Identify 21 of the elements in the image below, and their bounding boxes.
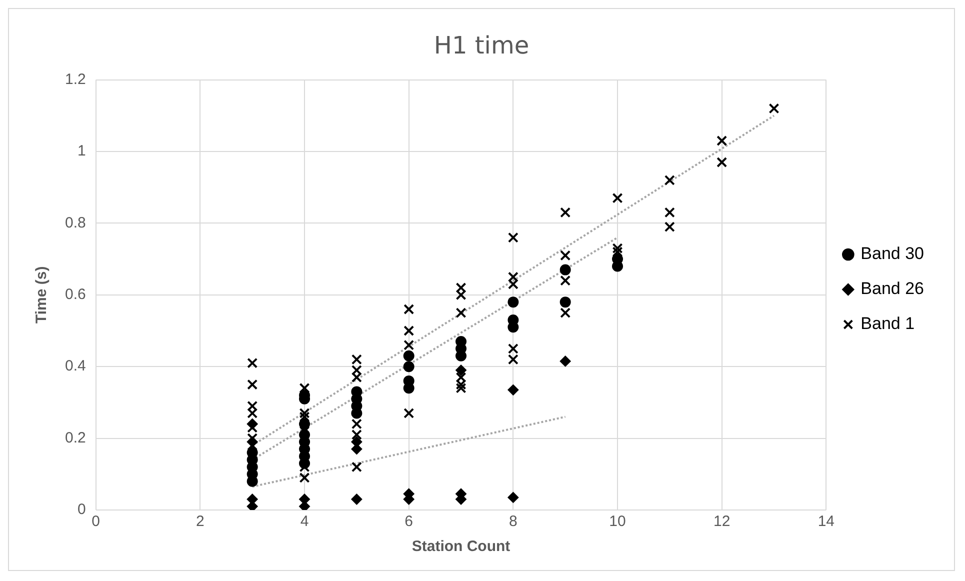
y-tick-label: 0.4 xyxy=(64,358,86,375)
y-tick-label: 0.6 xyxy=(64,286,86,304)
legend-label: Band 30 xyxy=(860,244,924,264)
x-tick-label: 12 xyxy=(713,513,730,530)
y-tick-label: 0.2 xyxy=(64,429,86,446)
y-tick-label: 1 xyxy=(78,142,86,160)
x-tick-label: 14 xyxy=(818,513,835,530)
legend-label: Band 26 xyxy=(860,279,924,298)
x-tick-label: 10 xyxy=(609,513,626,530)
x-tick-label: 2 xyxy=(196,513,204,530)
x-tick-label: 8 xyxy=(509,513,518,530)
x-tick-label: 0 xyxy=(92,513,100,530)
x-tick-label: 6 xyxy=(404,513,414,530)
y-tick-label: 0 xyxy=(78,501,86,518)
x-tick-label: 4 xyxy=(300,513,309,530)
y-tick-label: 0.8 xyxy=(64,214,86,232)
x-axis-title: Station Count xyxy=(412,538,510,556)
chart-title: H1 time xyxy=(434,32,530,60)
y-tick-label: 1.2 xyxy=(64,70,86,88)
legend-label: Band 1 xyxy=(860,314,915,334)
y-axis-title: Time (s) xyxy=(33,266,50,324)
